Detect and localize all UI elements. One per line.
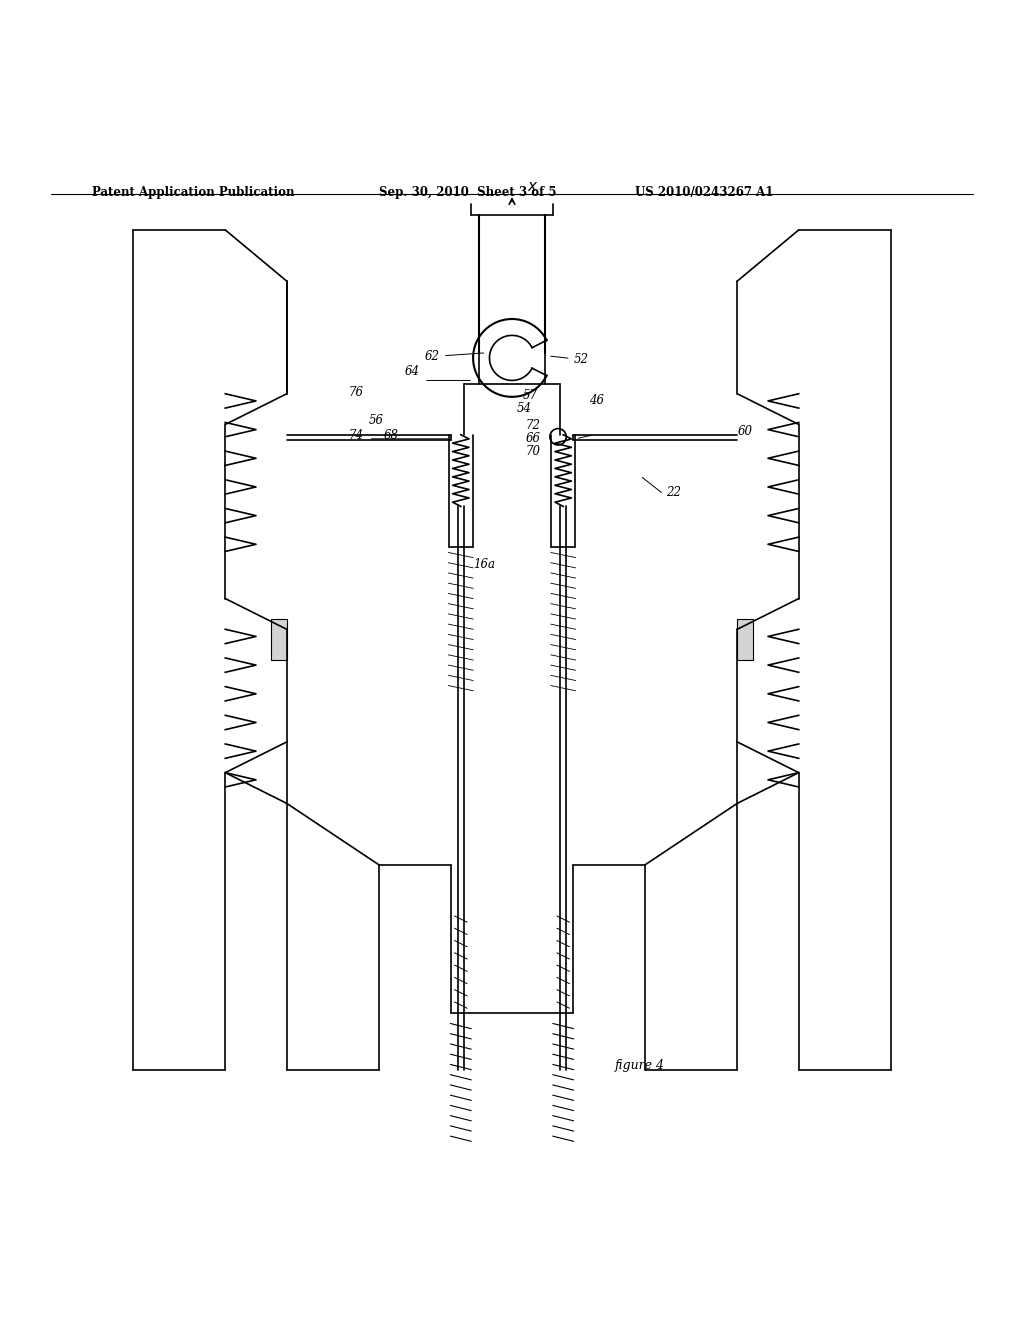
- Text: 72: 72: [525, 418, 541, 432]
- Text: 56: 56: [369, 414, 384, 428]
- Text: US 2010/0243267 A1: US 2010/0243267 A1: [635, 186, 773, 199]
- Text: 46: 46: [589, 393, 604, 407]
- Text: 52: 52: [551, 352, 589, 366]
- Text: figure 4: figure 4: [614, 1059, 665, 1072]
- Text: 70: 70: [525, 445, 541, 458]
- Bar: [737, 619, 753, 660]
- Text: 22: 22: [666, 486, 681, 499]
- Text: Sep. 30, 2010  Sheet 3 of 5: Sep. 30, 2010 Sheet 3 of 5: [379, 186, 556, 199]
- Text: 60: 60: [737, 425, 753, 438]
- Text: Patent Application Publication: Patent Application Publication: [92, 186, 295, 199]
- Text: 62: 62: [425, 350, 483, 363]
- Text: 16a: 16a: [473, 558, 495, 570]
- Text: 57: 57: [522, 389, 538, 401]
- Text: 76: 76: [348, 385, 364, 399]
- Text: 54: 54: [517, 403, 532, 416]
- Bar: [271, 619, 287, 660]
- Text: 68: 68: [384, 429, 399, 442]
- Text: 74: 74: [348, 429, 364, 442]
- Text: 66: 66: [525, 432, 541, 445]
- Text: 64: 64: [404, 366, 420, 379]
- Text: x: x: [527, 180, 537, 194]
